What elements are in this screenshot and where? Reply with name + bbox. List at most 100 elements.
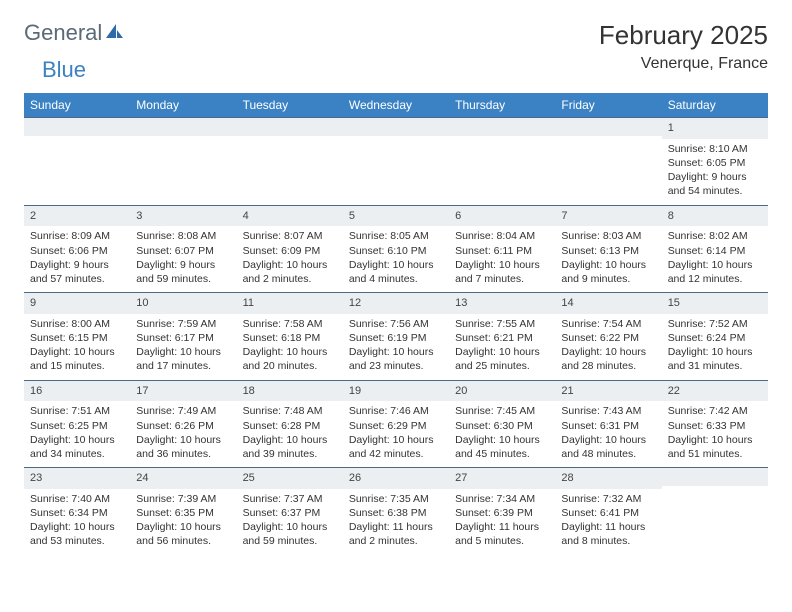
day-number xyxy=(449,118,555,136)
day-body: Sunrise: 7:43 AMSunset: 6:31 PMDaylight:… xyxy=(555,401,661,467)
calendar-day-cell: 1Sunrise: 8:10 AMSunset: 6:05 PMDaylight… xyxy=(662,118,768,206)
day-number: 7 xyxy=(555,206,661,227)
day-info-line: Daylight: 10 hours and 36 minutes. xyxy=(136,433,230,461)
day-body: Sunrise: 7:48 AMSunset: 6:28 PMDaylight:… xyxy=(237,401,343,467)
day-info-line: Sunrise: 7:32 AM xyxy=(561,492,655,506)
day-info-line: Daylight: 10 hours and 48 minutes. xyxy=(561,433,655,461)
day-number: 25 xyxy=(237,468,343,489)
day-body: Sunrise: 7:59 AMSunset: 6:17 PMDaylight:… xyxy=(130,314,236,380)
weekday-header: Tuesday xyxy=(237,93,343,118)
day-info-line: Daylight: 10 hours and 56 minutes. xyxy=(136,520,230,548)
calendar-week-row: 1Sunrise: 8:10 AMSunset: 6:05 PMDaylight… xyxy=(24,118,768,206)
day-body xyxy=(449,136,555,145)
logo-text-blue: Blue xyxy=(42,57,86,82)
day-number xyxy=(343,118,449,136)
calendar-day-cell: 27Sunrise: 7:34 AMSunset: 6:39 PMDayligh… xyxy=(449,468,555,555)
day-info-line: Sunrise: 8:09 AM xyxy=(30,229,124,243)
day-info-line: Sunset: 6:14 PM xyxy=(668,244,762,258)
weekday-header: Thursday xyxy=(449,93,555,118)
calendar-body: 1Sunrise: 8:10 AMSunset: 6:05 PMDaylight… xyxy=(24,118,768,555)
day-number: 24 xyxy=(130,468,236,489)
day-info-line: Sunset: 6:38 PM xyxy=(349,506,443,520)
calendar-day-cell: 10Sunrise: 7:59 AMSunset: 6:17 PMDayligh… xyxy=(130,293,236,381)
day-info-line: Sunset: 6:31 PM xyxy=(561,419,655,433)
day-info-line: Sunset: 6:24 PM xyxy=(668,331,762,345)
day-info-line: Sunset: 6:33 PM xyxy=(668,419,762,433)
day-number: 27 xyxy=(449,468,555,489)
day-info-line: Sunset: 6:26 PM xyxy=(136,419,230,433)
calendar-day-cell: 3Sunrise: 8:08 AMSunset: 6:07 PMDaylight… xyxy=(130,205,236,293)
day-number xyxy=(555,118,661,136)
day-info-line: Daylight: 10 hours and 28 minutes. xyxy=(561,345,655,373)
calendar-day-cell: 9Sunrise: 8:00 AMSunset: 6:15 PMDaylight… xyxy=(24,293,130,381)
calendar-day-cell: 11Sunrise: 7:58 AMSunset: 6:18 PMDayligh… xyxy=(237,293,343,381)
title-block: February 2025 Venerque, France xyxy=(599,20,768,73)
calendar-day-cell: 5Sunrise: 8:05 AMSunset: 6:10 PMDaylight… xyxy=(343,205,449,293)
calendar-week-row: 2Sunrise: 8:09 AMSunset: 6:06 PMDaylight… xyxy=(24,205,768,293)
day-info-line: Daylight: 9 hours and 59 minutes. xyxy=(136,258,230,286)
day-info-line: Daylight: 10 hours and 59 minutes. xyxy=(243,520,337,548)
day-body: Sunrise: 7:34 AMSunset: 6:39 PMDaylight:… xyxy=(449,489,555,555)
weekday-header: Monday xyxy=(130,93,236,118)
day-body: Sunrise: 8:02 AMSunset: 6:14 PMDaylight:… xyxy=(662,226,768,292)
day-number: 10 xyxy=(130,293,236,314)
day-number: 16 xyxy=(24,381,130,402)
day-info-line: Sunset: 6:17 PM xyxy=(136,331,230,345)
day-info-line: Daylight: 10 hours and 7 minutes. xyxy=(455,258,549,286)
calendar-day-cell: 4Sunrise: 8:07 AMSunset: 6:09 PMDaylight… xyxy=(237,205,343,293)
day-number: 14 xyxy=(555,293,661,314)
weekday-header: Sunday xyxy=(24,93,130,118)
day-info-line: Daylight: 10 hours and 15 minutes. xyxy=(30,345,124,373)
day-info-line: Sunrise: 8:10 AM xyxy=(668,142,762,156)
day-info-line: Daylight: 10 hours and 42 minutes. xyxy=(349,433,443,461)
day-info-line: Daylight: 10 hours and 2 minutes. xyxy=(243,258,337,286)
day-body: Sunrise: 8:07 AMSunset: 6:09 PMDaylight:… xyxy=(237,226,343,292)
day-info-line: Sunrise: 7:40 AM xyxy=(30,492,124,506)
day-info-line: Daylight: 11 hours and 8 minutes. xyxy=(561,520,655,548)
day-body xyxy=(24,136,130,145)
day-body xyxy=(130,136,236,145)
calendar-table: SundayMondayTuesdayWednesdayThursdayFrid… xyxy=(24,93,768,555)
day-info-line: Sunrise: 7:35 AM xyxy=(349,492,443,506)
day-info-line: Daylight: 10 hours and 51 minutes. xyxy=(668,433,762,461)
day-info-line: Sunrise: 7:51 AM xyxy=(30,404,124,418)
day-info-line: Sunrise: 7:54 AM xyxy=(561,317,655,331)
day-info-line: Daylight: 10 hours and 17 minutes. xyxy=(136,345,230,373)
day-info-line: Daylight: 10 hours and 20 minutes. xyxy=(243,345,337,373)
calendar-empty-cell xyxy=(130,118,236,206)
day-info-line: Sunset: 6:06 PM xyxy=(30,244,124,258)
day-number: 12 xyxy=(343,293,449,314)
day-info-line: Sunrise: 8:08 AM xyxy=(136,229,230,243)
day-number: 19 xyxy=(343,381,449,402)
day-body: Sunrise: 7:42 AMSunset: 6:33 PMDaylight:… xyxy=(662,401,768,467)
calendar-week-row: 16 Sunrise: 7:51 AMSunset: 6:25 PM Dayligh… xyxy=(24,380,768,468)
day-number: 20 xyxy=(449,381,555,402)
day-info-line: Daylight: 10 hours and 53 minutes. xyxy=(30,520,124,548)
day-body: Sunrise: 7:39 AMSunset: 6:35 PMDaylight:… xyxy=(130,489,236,555)
day-number xyxy=(237,118,343,136)
day-info-line: Sunrise: 8:04 AM xyxy=(455,229,549,243)
day-body xyxy=(662,486,768,495)
day-number: 3 xyxy=(130,206,236,227)
calendar-day-cell: 18Sunrise: 7:48 AMSunset: 6:28 PMDayligh… xyxy=(237,380,343,468)
day-info-line: Daylight: 9 hours and 54 minutes. xyxy=(668,170,762,198)
calendar-day-cell: 19Sunrise: 7:46 AMSunset: 6:29 PMDayligh… xyxy=(343,380,449,468)
day-info-line: Sunrise: 8:07 AM xyxy=(243,229,337,243)
day-info-line: Sunrise: 7:48 AM xyxy=(243,404,337,418)
day-number xyxy=(24,118,130,136)
day-info-line: Daylight: 10 hours and 4 minutes. xyxy=(349,258,443,286)
calendar-day-cell: 26Sunrise: 7:35 AMSunset: 6:38 PMDayligh… xyxy=(343,468,449,555)
day-info-line: Daylight: 11 hours and 2 minutes. xyxy=(349,520,443,548)
day-info-line: Sunset: 6:29 PM xyxy=(349,419,443,433)
calendar-week-row: 23Sunrise: 7:40 AMSunset: 6:34 PMDayligh… xyxy=(24,468,768,555)
day-info-line: Sunrise: 8:00 AM xyxy=(30,317,124,331)
day-info-line: Sunrise: 7:58 AM xyxy=(243,317,337,331)
day-number xyxy=(662,468,768,486)
day-body: Sunrise: 8:03 AMSunset: 6:13 PMDaylight:… xyxy=(555,226,661,292)
day-body: Sunrise: 8:08 AMSunset: 6:07 PMDaylight:… xyxy=(130,226,236,292)
month-title: February 2025 xyxy=(599,20,768,51)
day-info-line: Sunset: 6:25 PM xyxy=(30,419,124,433)
calendar-week-row: 9Sunrise: 8:00 AMSunset: 6:15 PMDaylight… xyxy=(24,293,768,381)
day-number: 13 xyxy=(449,293,555,314)
calendar-day-cell: 25Sunrise: 7:37 AMSunset: 6:37 PMDayligh… xyxy=(237,468,343,555)
